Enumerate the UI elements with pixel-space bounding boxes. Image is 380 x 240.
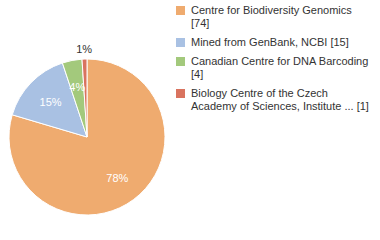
svg-text:78%: 78% <box>106 172 128 184</box>
html-text:Canadian Centre for DNA Barcod: Canadian Centre for DNA Barcoding [4] <box>191 55 369 80</box>
html-text:Biology Centre of the Czech Ac: Biology Centre of the Czech Academy of S… <box>191 87 369 112</box>
html-text:Mined from GenBank, NCBI [15]: Mined from GenBank, NCBI [15] <box>191 36 349 48</box>
svg-text:15%: 15% <box>40 96 62 108</box>
html-text:Centre for Biodiversity Genomi: Centre for Biodiversity Genomics [74] <box>191 4 352 29</box>
svg-text:1%: 1% <box>76 43 92 55</box>
svg-text:4%: 4% <box>69 81 85 93</box>
